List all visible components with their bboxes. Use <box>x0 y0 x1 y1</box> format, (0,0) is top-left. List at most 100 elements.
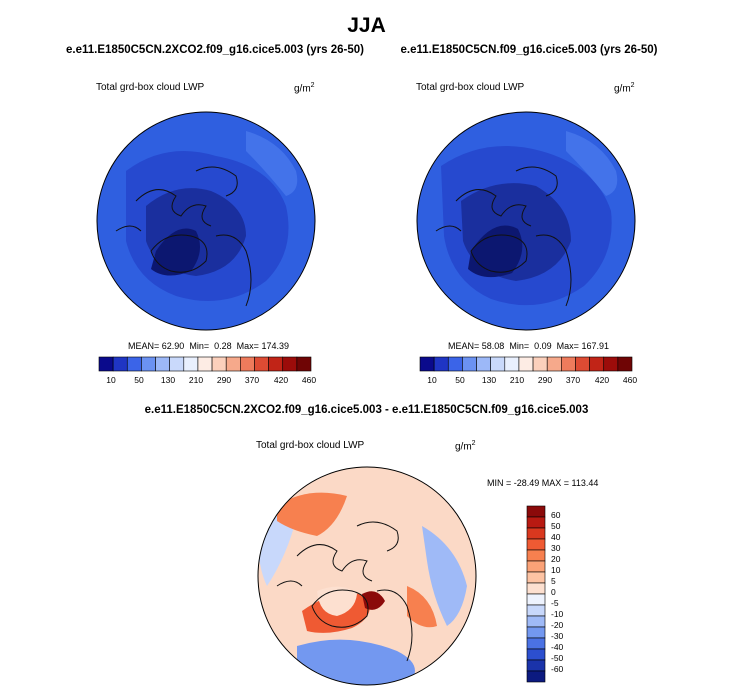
panel1-coastlines <box>115 166 252 307</box>
panel3-map-boundary <box>257 466 477 686</box>
panel2-colorbar-box <box>462 356 477 372</box>
panel3-tick-label: -10 <box>551 609 564 619</box>
panel3-tick-label: 30 <box>551 543 561 553</box>
panel2-tick-label: 460 <box>622 375 638 385</box>
panel3-colorbar-box <box>526 538 546 551</box>
panel1-tick-label: 370 <box>244 375 260 385</box>
panel2-colorbar-box <box>433 356 449 372</box>
panel3-tick-label: -60 <box>551 664 564 674</box>
panel2-colorbar-box <box>518 356 534 372</box>
panel3-tick-label: 60 <box>551 510 561 520</box>
panel3-tick-label: -50 <box>551 653 564 663</box>
panel2-colorbar-box <box>575 356 590 372</box>
panel3-field-blue-bottom <box>297 639 415 685</box>
panel3-colorbar <box>526 505 546 683</box>
panel3-colorbar-box <box>526 670 546 683</box>
panel3-colorbar-box <box>526 560 546 573</box>
panel1-colorbar-box <box>197 356 213 372</box>
panel2-colorbar <box>419 356 633 372</box>
panel3-colorbar-box <box>526 615 546 628</box>
panel3-units: g/m2 <box>455 440 476 453</box>
panel1-units: g/m2 <box>294 82 315 95</box>
panel2-tick-label: 50 <box>455 375 465 385</box>
panel1-colorbar-box <box>183 356 199 372</box>
panel3-colorbar-box <box>526 516 546 529</box>
panel1-mean-value: 62.90 <box>161 341 185 351</box>
panel3-minmax: MIN = -28.49 MAX = 113.44 <box>487 478 599 488</box>
panel3-tick-label: 5 <box>551 576 556 586</box>
panel3-colorbar-box <box>526 582 546 595</box>
panel2-title: e.e11.E1850C5CN.f09_g16.cice5.003 (yrs 2… <box>400 44 658 56</box>
panel2-max-value: 167.91 <box>581 341 609 351</box>
panel1-colorbar-box <box>254 356 269 372</box>
panel2-tick-label: 420 <box>594 375 610 385</box>
panel1-map-boundary <box>96 111 316 331</box>
panel1-colorbar-box <box>98 356 114 372</box>
panel1-colorbar-box <box>169 356 185 372</box>
panel2-tick-label: 210 <box>509 375 525 385</box>
panel3-tick-label: -20 <box>551 620 564 630</box>
panel1-colorbar-box <box>240 356 255 372</box>
panel2-stats: MEAN= 58.08 Min= 0.09 Max= 167.91 <box>448 341 609 351</box>
panel3-colorbar-box <box>526 505 546 518</box>
panel2-colorbar-box <box>490 356 506 372</box>
panel1-colorbar-box <box>282 356 298 372</box>
panel3-tick-label: -5 <box>551 598 559 608</box>
panel3-coastlines <box>276 521 413 662</box>
panel2-colorbar-box <box>504 356 520 372</box>
panel3-colorbar-box <box>526 571 546 584</box>
panel2-colorbar-box <box>447 356 463 372</box>
panel3-polar-map <box>257 466 477 686</box>
panel3-tick-label: 10 <box>551 565 561 575</box>
panel2-colorbar-box <box>532 356 548 372</box>
panel2-mean-value: 58.08 <box>481 341 505 351</box>
panel3-colorbar-box <box>526 659 546 672</box>
panel2-field-navy <box>468 225 523 278</box>
panel3-tick-label: -30 <box>551 631 564 641</box>
panel3-variable-label: Total grd-box cloud LWP <box>256 440 365 451</box>
panel2-field-light-patch <box>566 131 618 196</box>
panel3-field-blue-right <box>422 526 467 626</box>
panel1-tick-label: 10 <box>106 375 116 385</box>
panel3-tick-label: 50 <box>551 521 561 531</box>
panel1-colorbar-box <box>141 356 156 372</box>
panel2-colorbar-box <box>546 356 562 372</box>
panel1-field-navy <box>151 228 200 276</box>
panel2-tick-label: 290 <box>537 375 553 385</box>
panel2-colorbar-box <box>476 356 491 372</box>
panel1-tick-label: 290 <box>216 375 232 385</box>
panel1-colorbar <box>98 356 312 372</box>
panel1-field-light-patch <box>246 131 298 196</box>
panel1-colorbar-box <box>126 356 142 372</box>
panel3-colorbar-box <box>526 593 546 606</box>
panel1-tick-label: 130 <box>160 375 176 385</box>
panel3-tick-label: 40 <box>551 532 561 542</box>
panel2-tick-label: 370 <box>565 375 581 385</box>
panel1-variable-label: Total grd-box cloud LWP <box>96 82 205 93</box>
panel2-variable-label: Total grd-box cloud LWP <box>416 82 525 93</box>
panel1-max-value: 174.39 <box>261 341 289 351</box>
panel1-polar-map <box>96 111 316 331</box>
season-title: JJA <box>347 14 386 37</box>
panel1-min-value: 0.28 <box>214 341 232 351</box>
panel1-colorbar-box <box>112 356 128 372</box>
panel2-coastlines <box>435 166 572 307</box>
panel3-colorbar-box <box>526 604 546 617</box>
panel2-tick-label: 10 <box>427 375 437 385</box>
panel3-tick-label: -40 <box>551 642 564 652</box>
panel1-tick-label: 210 <box>188 375 204 385</box>
panel3-colorbar-box <box>526 637 546 650</box>
panel3-field-orange-top <box>277 492 347 536</box>
panel3-colorbar-box <box>526 626 546 639</box>
panel2-min-value: 0.09 <box>534 341 552 351</box>
panel1-tick-label: 460 <box>301 375 317 385</box>
panel3-field-orange-right <box>407 586 437 628</box>
panel2-tick-label: 130 <box>481 375 497 385</box>
panel2-map-boundary <box>416 111 636 331</box>
panel3-colorbar-box <box>526 648 546 661</box>
panel1-tick-label: 420 <box>273 375 289 385</box>
panel2-polar-map <box>416 111 636 331</box>
panel3-colorbar-box <box>526 549 546 562</box>
panel1-colorbar-box <box>211 356 227 372</box>
panel3-tick-label: 20 <box>551 554 561 564</box>
